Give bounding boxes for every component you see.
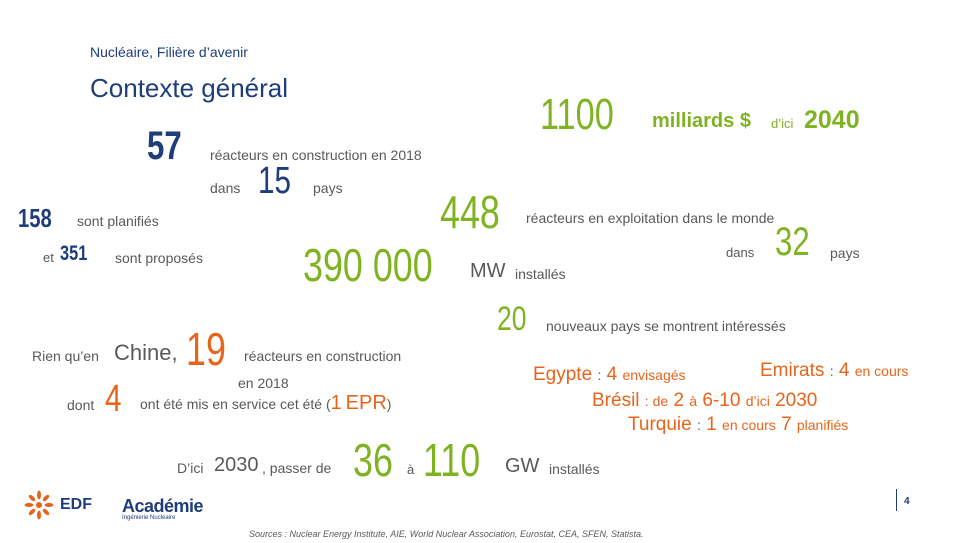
edf-logo-text: EDF bbox=[60, 496, 92, 513]
stat-19-year: en 2018 bbox=[238, 375, 289, 391]
stat-1100: 1100 bbox=[540, 90, 635, 140]
stat-19-number: 19 bbox=[186, 323, 226, 375]
stat-351-label: sont proposés bbox=[115, 250, 203, 266]
stat-20-label: nouveaux pays se montrent intéressés bbox=[546, 318, 786, 334]
stat-dont: dont bbox=[67, 397, 95, 413]
stat-epr-count: 1 bbox=[330, 392, 342, 414]
country-emirats: Emirats : 4 en cours bbox=[760, 360, 908, 382]
stat-passer-de: , passer de bbox=[262, 460, 332, 476]
stat-351-number: 351 bbox=[60, 242, 88, 265]
country-turquie-sep: : bbox=[697, 417, 701, 433]
country-bresil-a: à bbox=[689, 393, 698, 409]
country-egypte-name: Egypte bbox=[533, 364, 593, 385]
stat-15: 15 bbox=[258, 160, 300, 203]
country-emirats-count: 4 bbox=[838, 360, 850, 381]
stat-pays-32: pays bbox=[830, 245, 860, 261]
stat-110: 110 bbox=[423, 433, 496, 487]
stat-57-label: réacteurs en construction en 2018 bbox=[210, 147, 422, 163]
academie-logo: Académie Ingénierie Nucléaire bbox=[122, 496, 204, 521]
stat-2040: 2040 bbox=[804, 106, 860, 134]
stat-19: 19 bbox=[186, 322, 237, 376]
country-egypte-status: envisagés bbox=[622, 367, 686, 383]
stat-351: 351 bbox=[60, 242, 95, 266]
country-egypte-sep: : bbox=[597, 367, 602, 383]
country-egypte-count: 4 bbox=[606, 364, 618, 385]
stat-4-label: ont été mis en service cet été (1 EPR) bbox=[140, 392, 391, 415]
stat-et: et bbox=[43, 250, 54, 265]
country-emirats-status: en cours bbox=[854, 363, 909, 379]
country-bresil-dici: d’ici bbox=[745, 393, 770, 409]
stat-32-number: 32 bbox=[775, 220, 810, 264]
stat-mw-installes: installés bbox=[515, 266, 566, 282]
stat-epr-close: ) bbox=[386, 396, 392, 412]
stat-a: à bbox=[407, 462, 415, 477]
stat-448-number: 448 bbox=[440, 186, 500, 238]
country-emirats-sep: : bbox=[829, 363, 834, 379]
stat-36: 36 bbox=[353, 433, 404, 487]
country-egypte: Egypte : 4 envisagés bbox=[533, 364, 686, 386]
stat-110-number: 110 bbox=[423, 434, 481, 486]
country-turquie: Turquie : 1 en cours 7 planifiés bbox=[628, 414, 848, 436]
edf-flower-icon bbox=[24, 490, 54, 520]
country-bresil-year: 2030 bbox=[775, 390, 818, 411]
stat-gw: GW bbox=[505, 455, 540, 477]
stat-158-label: sont planifiés bbox=[77, 213, 159, 229]
stat-1100-number: 1100 bbox=[540, 90, 614, 139]
stat-15-number: 15 bbox=[258, 160, 291, 202]
edf-logo: EDF bbox=[22, 490, 102, 520]
stat-chine: Chine, bbox=[114, 340, 178, 365]
country-turquie-planifies: planifiés bbox=[796, 417, 849, 433]
country-turquie-encours: en cours bbox=[722, 417, 776, 433]
page-number: 4 bbox=[904, 496, 910, 507]
stat-4-text: ont été mis en service cet été ( bbox=[140, 396, 331, 412]
stat-20-number: 20 bbox=[497, 300, 527, 338]
stat-mw: MW bbox=[470, 260, 506, 282]
country-turquie-name: Turquie bbox=[628, 414, 692, 435]
stat-57: 57 bbox=[147, 124, 192, 169]
academie-logo-text: Académie bbox=[122, 496, 204, 516]
stat-20: 20 bbox=[497, 300, 535, 339]
stat-2030: 2030 bbox=[214, 454, 259, 476]
stat-32: 32 bbox=[775, 220, 820, 265]
country-turquie-count-current: 1 bbox=[706, 414, 717, 435]
stat-pays: pays bbox=[313, 180, 343, 196]
stat-milliards: milliards $ bbox=[652, 110, 751, 132]
stat-19-label: réacteurs en construction bbox=[244, 348, 402, 364]
stat-4: 4 bbox=[105, 378, 126, 421]
country-bresil-name: Brésil bbox=[592, 390, 640, 411]
sources-note: Sources : Nuclear Energy Institute, AIE,… bbox=[249, 529, 644, 539]
stat-158: 158 bbox=[18, 203, 61, 234]
stat-448-label: réacteurs en exploitation dans le monde bbox=[526, 210, 775, 226]
stat-448: 448 bbox=[440, 185, 517, 239]
stat-rien-qu-en: Rien qu’en bbox=[32, 348, 99, 364]
stat-4-number: 4 bbox=[105, 378, 122, 420]
country-bresil: Brésil : de 2 à 6-10 d’ici 2030 bbox=[592, 390, 817, 412]
page-number-divider bbox=[896, 489, 897, 511]
slide-subtitle: Nucléaire, Filière d’avenir bbox=[90, 44, 248, 60]
stat-dici: d’ici bbox=[771, 116, 794, 131]
stat-57-number: 57 bbox=[147, 124, 182, 168]
country-bresil-count-to: 6-10 bbox=[702, 390, 741, 411]
academie-tagline: Ingénierie Nucléaire bbox=[122, 515, 176, 521]
stat-158-number: 158 bbox=[18, 203, 52, 233]
stat-390000: 390 000 bbox=[303, 238, 469, 292]
country-emirats-name: Emirats bbox=[760, 360, 825, 381]
stat-36-number: 36 bbox=[353, 434, 393, 486]
stat-dici-2030-label: D’ici bbox=[177, 460, 204, 476]
stat-gw-installes: installés bbox=[549, 461, 600, 477]
country-bresil-count-from: 2 bbox=[673, 390, 685, 411]
country-turquie-count-planned: 7 bbox=[781, 414, 792, 435]
country-bresil-de: : de bbox=[644, 393, 669, 409]
stat-epr: EPR bbox=[345, 392, 387, 414]
stat-dans: dans bbox=[210, 180, 241, 196]
slide-title: Contexte général bbox=[90, 73, 289, 103]
stat-390000-number: 390 000 bbox=[303, 239, 433, 291]
stat-dans-32: dans bbox=[726, 245, 755, 260]
